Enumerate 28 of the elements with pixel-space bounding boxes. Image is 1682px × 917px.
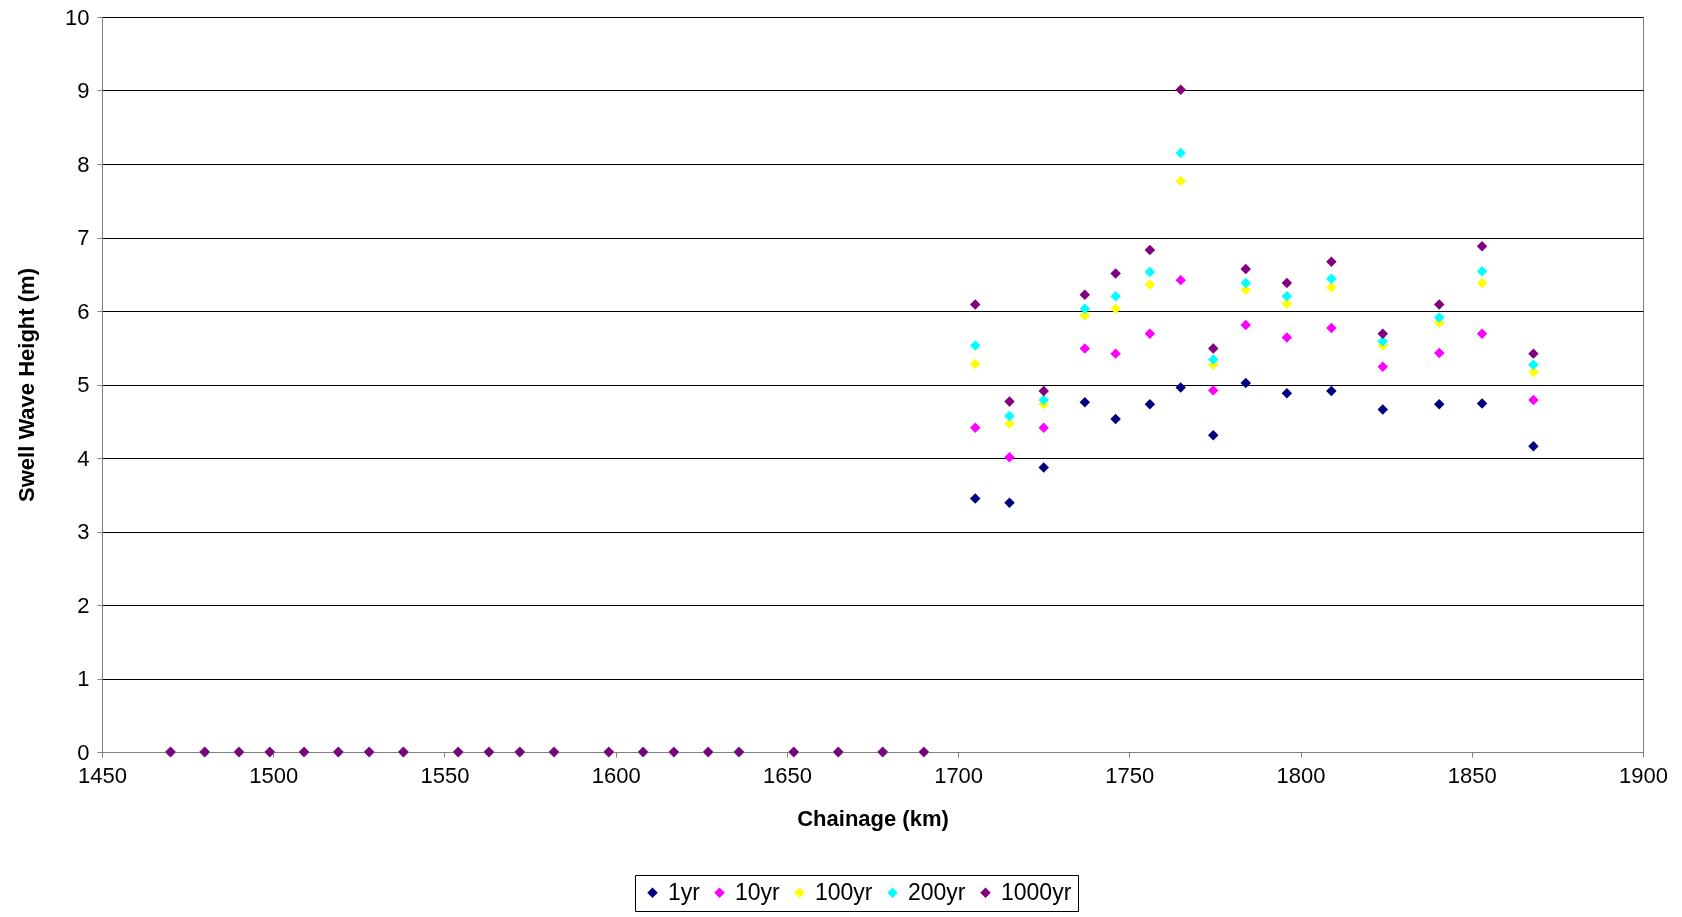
- y-tick-label: 5: [77, 372, 90, 397]
- x-tick-label: 1650: [762, 762, 812, 788]
- x-tick-label: 1750: [1105, 762, 1155, 788]
- y-tick-label: 4: [77, 445, 90, 471]
- x-tick-label: 1700: [934, 762, 984, 788]
- x-tick-label: 1500: [249, 762, 299, 788]
- x-tick-label: 1850: [1447, 762, 1497, 788]
- y-tick-label: 8: [77, 151, 90, 177]
- y-tick-label: 2: [77, 592, 90, 618]
- y-tick-label: 9: [77, 78, 90, 103]
- y-tick-label: 7: [77, 225, 90, 250]
- x-axis-title: Chainage (km): [797, 805, 949, 831]
- legend-label: 10yr: [735, 878, 781, 905]
- legend-label: 100yr: [815, 878, 873, 905]
- x-tick-label: 1900: [1619, 762, 1668, 788]
- y-tick-label: 3: [77, 519, 90, 544]
- legend-label: 200yr: [908, 878, 966, 905]
- x-tick-label: 1800: [1276, 762, 1326, 788]
- x-tick-label: 1550: [420, 762, 470, 788]
- y-axis-title: Swell Wave Height (m): [14, 268, 40, 502]
- y-tick-label: 1: [77, 666, 90, 691]
- legend-label: 1000yr: [1001, 878, 1072, 905]
- y-tick-label: 6: [77, 298, 90, 324]
- y-tick-label: 10: [65, 4, 90, 30]
- x-tick-label: 1600: [591, 762, 641, 788]
- legend-label: 1yr: [668, 878, 701, 905]
- y-tick-label: 0: [77, 739, 90, 765]
- x-tick-label: 1450: [78, 762, 127, 788]
